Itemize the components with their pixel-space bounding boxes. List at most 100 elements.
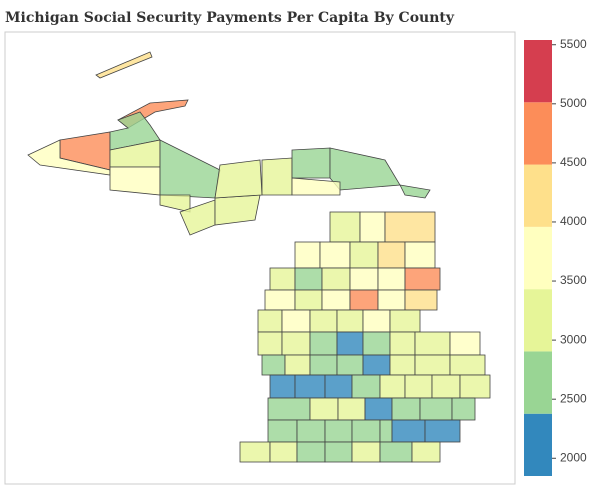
map-frame — [4, 31, 516, 485]
colorbar: 2000 2500 3000 3500 4000 4500 5000 5500 — [524, 37, 587, 476]
county — [261, 157, 293, 196]
county — [324, 374, 353, 399]
county — [449, 354, 486, 376]
colorbar-band — [524, 413, 552, 476]
map — [27, 51, 491, 463]
county — [391, 419, 426, 443]
colorbar-tick-label: 2500 — [560, 391, 587, 405]
county — [379, 419, 393, 443]
county — [321, 267, 351, 291]
county — [424, 419, 461, 443]
colorbar-band — [524, 226, 552, 290]
county — [109, 166, 161, 196]
county — [389, 309, 421, 333]
colorbar-band — [524, 102, 552, 165]
county — [336, 331, 364, 356]
county — [214, 159, 263, 199]
county — [269, 441, 298, 463]
county — [214, 194, 261, 226]
county — [321, 289, 351, 311]
county — [404, 267, 441, 291]
county — [267, 419, 298, 443]
colorbar-band — [524, 164, 552, 227]
county — [359, 211, 386, 243]
county — [349, 289, 379, 311]
county — [364, 397, 393, 421]
county — [404, 241, 436, 269]
county — [449, 331, 481, 356]
colorbar-band — [524, 351, 552, 414]
county — [294, 289, 323, 311]
colorbar-tick-label: 2000 — [560, 450, 587, 464]
county — [337, 397, 366, 421]
county — [264, 289, 296, 311]
county — [377, 267, 406, 291]
county — [399, 184, 431, 199]
county — [414, 354, 451, 376]
county — [324, 441, 353, 463]
county — [284, 354, 311, 376]
county — [351, 374, 381, 399]
county — [291, 147, 331, 179]
county — [389, 331, 416, 356]
county — [384, 211, 436, 243]
county — [281, 309, 311, 333]
colorbar-tick-label: 3500 — [560, 273, 587, 287]
county — [431, 374, 461, 399]
county — [159, 194, 191, 213]
county — [309, 331, 338, 356]
county — [296, 419, 326, 443]
county — [459, 374, 491, 399]
county — [349, 241, 379, 269]
county — [281, 331, 311, 356]
county — [351, 441, 381, 463]
county — [269, 374, 296, 399]
county — [362, 354, 391, 376]
county — [294, 374, 326, 399]
county — [329, 147, 401, 191]
county — [267, 397, 311, 421]
colorbar-tick-label: 4500 — [560, 155, 587, 169]
county — [309, 354, 338, 376]
county — [269, 267, 296, 291]
county — [336, 309, 364, 333]
county — [329, 211, 361, 243]
county — [379, 441, 413, 463]
county — [362, 309, 391, 333]
colorbar-tick-label: 4000 — [560, 214, 587, 228]
county — [257, 309, 283, 333]
county — [261, 354, 286, 376]
chart-title: Michigan Social Security Payments Per Ca… — [5, 10, 455, 26]
county — [404, 289, 438, 311]
county — [419, 397, 453, 421]
county — [296, 441, 326, 463]
county — [159, 139, 221, 199]
county — [324, 419, 353, 443]
county — [377, 289, 406, 311]
colorbar-tick-label: 3000 — [560, 332, 587, 346]
county — [257, 331, 283, 356]
county — [451, 397, 476, 421]
county — [351, 419, 381, 443]
colorbar-band — [524, 40, 552, 103]
county — [411, 441, 441, 463]
county — [336, 354, 364, 376]
county — [362, 331, 391, 356]
county — [391, 397, 421, 421]
county — [404, 374, 433, 399]
county — [95, 51, 153, 79]
county — [349, 267, 379, 291]
county — [389, 354, 416, 376]
county — [379, 374, 406, 399]
county — [294, 267, 323, 291]
colorbar-band — [524, 289, 552, 352]
county — [377, 241, 406, 269]
county — [294, 241, 321, 269]
county — [291, 177, 341, 196]
county — [309, 397, 339, 421]
colorbar-tick-label: 5500 — [560, 37, 587, 51]
county — [239, 441, 271, 463]
county — [309, 309, 338, 333]
